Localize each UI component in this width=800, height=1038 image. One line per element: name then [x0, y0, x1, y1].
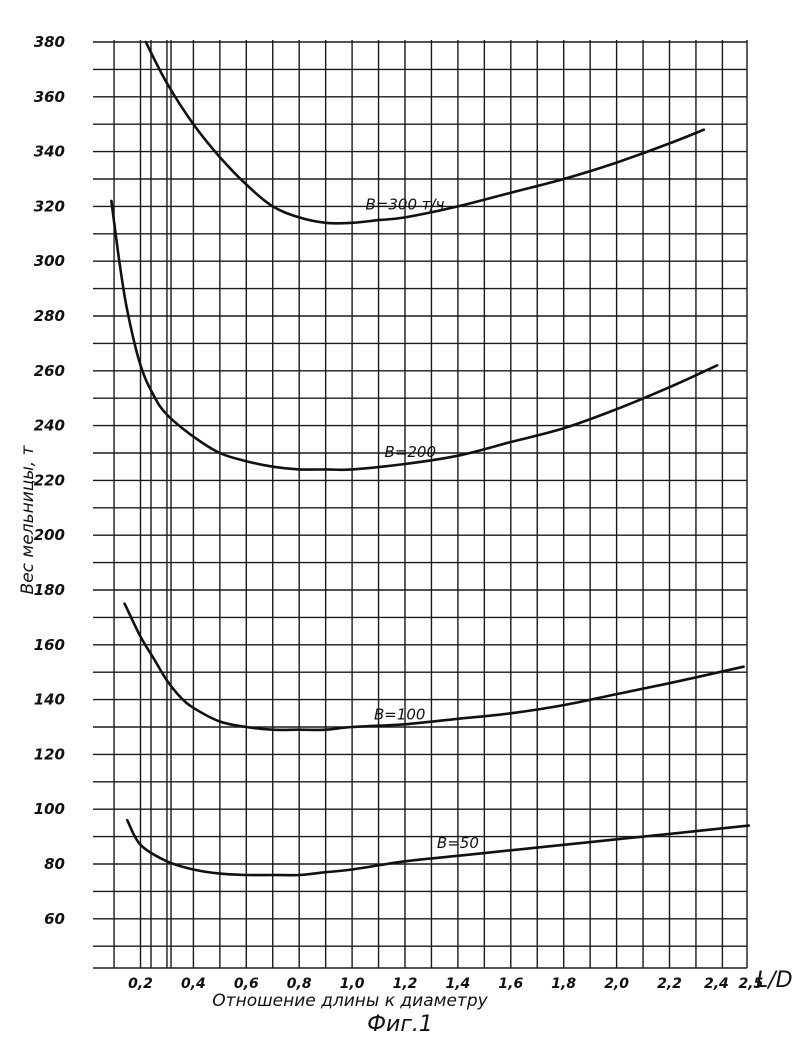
y-tick-label: 120 [34, 745, 65, 763]
y-tick-label: 140 [34, 691, 65, 709]
x-tick-label: 1,0 [340, 976, 365, 992]
series-line [125, 604, 744, 730]
series-label: B=200 [385, 443, 437, 461]
y-tick-label: 220 [34, 471, 65, 489]
y-tick-label: 240 [34, 417, 65, 435]
x-tick-label: 0,8 [287, 976, 312, 992]
x-tick-label: 0,6 [234, 976, 259, 992]
y-tick-label: 320 [34, 197, 65, 215]
y-tick-label: 260 [34, 362, 65, 380]
y-tick-label: 80 [44, 855, 65, 873]
series-label: B=300 т/ч [366, 195, 445, 213]
y-tick-label: 340 [34, 143, 65, 161]
x-tick-label: 1,6 [498, 976, 523, 992]
x-tick-label: 1,4 [445, 976, 470, 992]
y-tick-label: 380 [34, 33, 65, 51]
x-tick-label: 2,0 [604, 976, 629, 992]
chart-grid [93, 40, 747, 968]
x-axis-unit: L/D [756, 968, 793, 993]
x-tick-label: 1,8 [551, 976, 576, 992]
x-tick-label: 2,4 [704, 976, 729, 992]
y-axis-label: Вес мельницы, т [18, 444, 38, 594]
x-axis-label: Отношение длины к диаметру [212, 991, 488, 1011]
y-tick-label: 200 [34, 526, 65, 544]
y-tick-label: 100 [34, 800, 65, 818]
x-tick-labels: 0,20,40,60,81,01,21,41,61,82,02,22,42,5 [128, 976, 763, 992]
y-tick-labels: 60 80 100 120 140 160 180 200 220 240 260 280 300 320… [34, 33, 65, 928]
series-labels: B=300 т/ч B=200 B=100 B=50 [366, 195, 479, 851]
y-tick-label: 360 [34, 88, 65, 106]
y-tick-label: 300 [34, 252, 65, 270]
x-tick-label: 2,2 [657, 976, 682, 992]
y-tick-label: 280 [34, 307, 65, 325]
x-tick-label: 0,2 [128, 976, 153, 992]
series-line [111, 201, 717, 470]
x-tick-label: 1,2 [393, 976, 418, 992]
y-tick-label: 160 [34, 636, 65, 654]
y-tick-label: 180 [34, 581, 65, 599]
figure-caption: Фиг.1 [367, 1012, 433, 1037]
series-label: B=50 [437, 834, 479, 852]
series-label: B=100 [374, 706, 426, 724]
y-tick-label: 60 [44, 910, 65, 928]
x-tick-label: 0,4 [181, 976, 206, 992]
